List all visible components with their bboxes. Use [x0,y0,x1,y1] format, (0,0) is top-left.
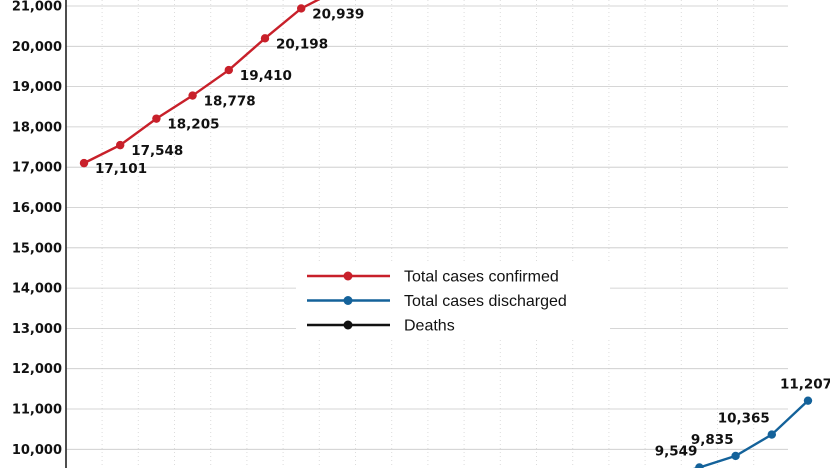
data-point [116,140,125,150]
legend-entry: Total cases discharged [404,293,567,310]
data-point [731,451,740,461]
legend: Total cases confirmed Total cases dischar… [296,264,610,338]
data-label: 9,549 [655,443,698,459]
y-tick-label: 17,000 [12,161,62,176]
data-point [79,158,89,168]
series-line-0 [83,0,321,165]
data-labels: 17,101 17,548 18,205 18,778 19,410 20,198 20,9… [95,6,830,459]
y-axis: 21,000 20,000 19,000 18,000 17,000 16,000 15,0… [12,0,67,468]
data-label: 17,101 [95,161,147,177]
data-point [152,114,161,123]
y-tick-label: 18,000 [12,120,62,135]
legend-entry: Deaths [404,318,455,335]
y-tick-label: 16,000 [12,201,62,216]
legend-swatch-marker [343,271,353,281]
y-tick-label: 15,000 [12,241,62,256]
data-label: 11,207 [780,377,830,393]
data-label: 17,548 [131,143,183,159]
y-tick-label: 11,000 [12,403,62,418]
data-label: 18,205 [167,117,219,133]
y-tick-label: 12,000 [12,362,62,377]
y-tick-label: 10,000 [12,443,62,458]
data-point [188,91,197,100]
data-point [260,34,270,43]
y-tick-label: 19,000 [12,80,62,95]
data-label: 9,835 [691,432,734,448]
y-tick-label: 20,000 [12,40,62,55]
data-label: 20,939 [312,6,364,22]
gridlines [66,0,788,468]
series-lines [79,0,813,468]
data-label: 10,365 [718,411,770,427]
data-point [767,430,776,439]
data-point [297,4,306,13]
data-label: 19,410 [240,68,292,84]
legend-swatch-marker [343,296,353,305]
data-point [695,463,704,468]
data-point [224,65,233,75]
data-point [803,396,813,405]
legend-entry: Total cases confirmed [404,269,559,286]
data-label: 20,198 [276,36,328,52]
y-tick-label: 13,000 [12,322,62,337]
data-label: 18,778 [204,94,256,110]
y-tick-label: 14,000 [12,282,62,297]
y-tick-label: 21,000 [12,0,62,15]
legend-swatch-marker [343,320,353,330]
